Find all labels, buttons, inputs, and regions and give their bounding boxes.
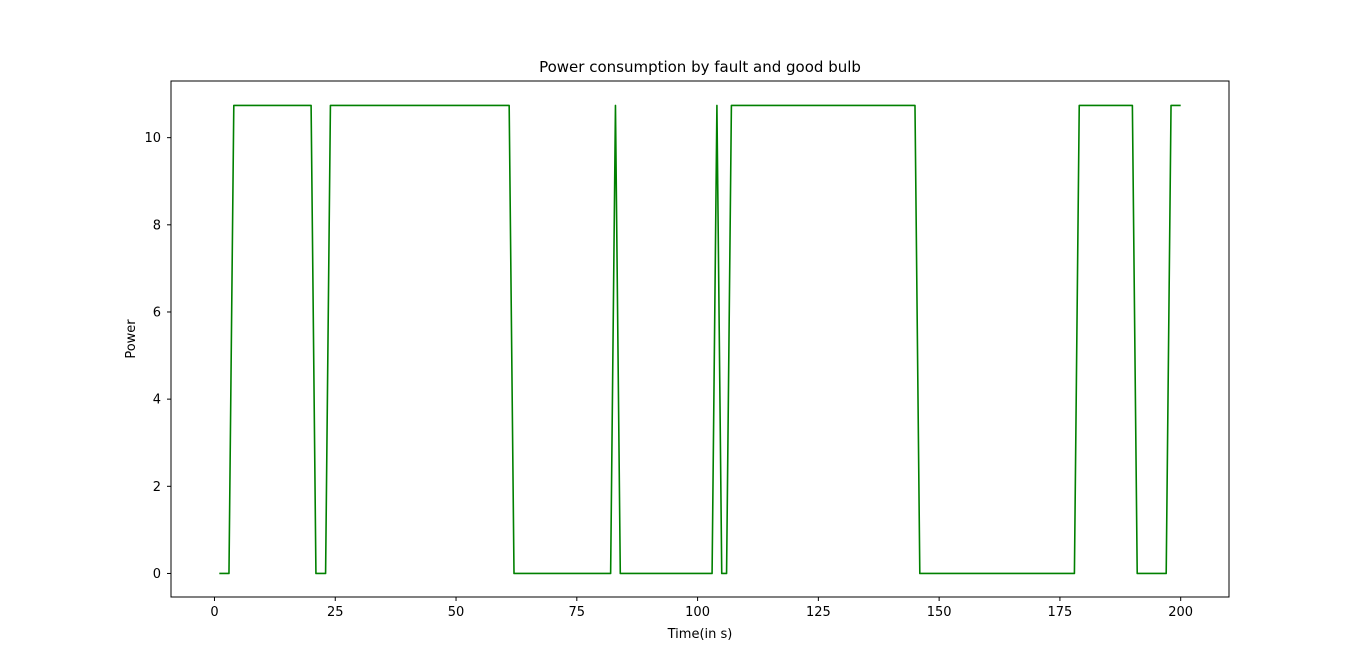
y-tick-label: 10	[144, 131, 161, 146]
ticks-layer: 0 25 50 75 100 125 150 175 200 0 2 4 6 8 10	[144, 131, 1193, 620]
x-tick-label: 100	[685, 605, 710, 620]
x-tick-label: 150	[927, 605, 952, 620]
y-tick-label: 4	[153, 393, 161, 408]
y-tick-label: 0	[153, 567, 161, 582]
plot-frame	[170, 80, 1230, 598]
x-axis-title: Time(in s)	[667, 627, 733, 642]
y-tick-label: 6	[153, 305, 161, 320]
y-tick-label: 2	[153, 480, 161, 495]
chart-title: Power consumption by fault and good bulb	[539, 58, 861, 76]
x-tick-label: 25	[327, 605, 344, 620]
x-tick-label: 125	[806, 605, 831, 620]
series-layer	[219, 104, 1181, 575]
x-tick-label: 50	[448, 605, 465, 620]
x-tick-label: 75	[569, 605, 586, 620]
y-tick-label: 8	[153, 218, 161, 233]
x-tick-label: 0	[210, 605, 218, 620]
x-tick-label: 175	[1047, 605, 1072, 620]
x-tick-label: 200	[1168, 605, 1193, 620]
y-axis-title: Power	[124, 319, 139, 359]
series-line	[219, 104, 1181, 575]
